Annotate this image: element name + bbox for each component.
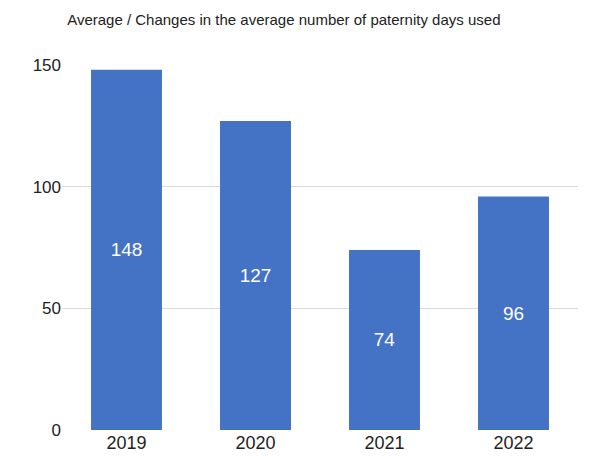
svg-text:148: 148 xyxy=(111,239,143,260)
svg-text:Average / Changes in the avera: Average / Changes in the average number … xyxy=(67,11,500,28)
svg-text:96: 96 xyxy=(503,303,524,324)
svg-text:2020: 2020 xyxy=(235,433,275,453)
svg-text:2019: 2019 xyxy=(106,433,146,453)
svg-text:74: 74 xyxy=(374,329,396,350)
svg-text:100: 100 xyxy=(33,178,61,197)
svg-text:50: 50 xyxy=(42,299,61,318)
svg-text:127: 127 xyxy=(240,265,272,286)
svg-text:2021: 2021 xyxy=(364,433,404,453)
svg-text:2022: 2022 xyxy=(493,433,533,453)
svg-text:150: 150 xyxy=(33,56,61,75)
svg-text:0: 0 xyxy=(52,421,61,440)
